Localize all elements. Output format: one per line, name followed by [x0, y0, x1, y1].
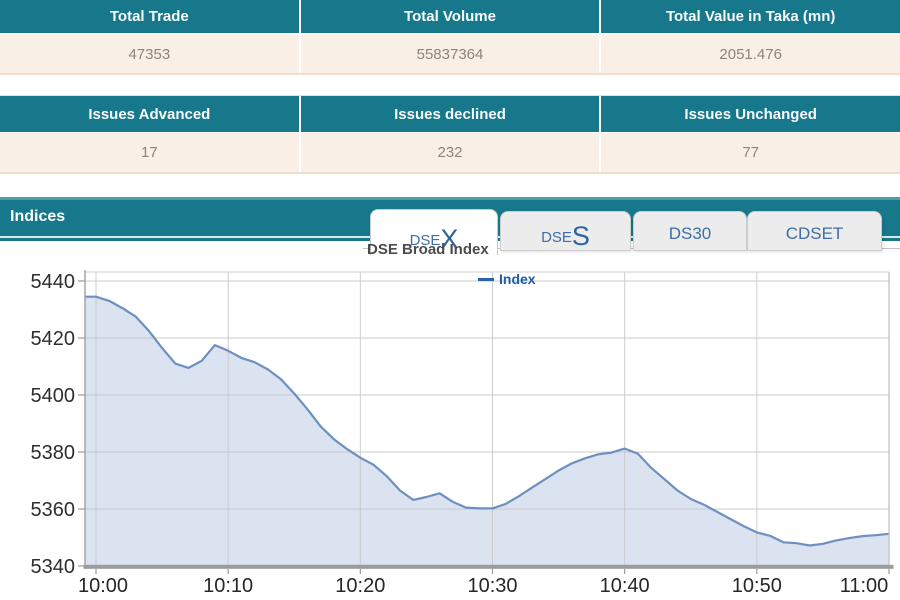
issues-advanced-value: 17	[0, 133, 301, 172]
area-series	[85, 296, 889, 566]
y-axis-tick-label: 5400	[31, 385, 76, 407]
legend-label: Index	[499, 271, 536, 287]
x-axis-tick-label: 11:00	[840, 575, 889, 597]
y-axis-tick-label: 5420	[31, 328, 76, 350]
x-axis-tick-label: 10:30	[467, 575, 517, 597]
summary-table-2-values: 17 232 77	[0, 133, 900, 174]
total-value-value: 2051.476	[719, 45, 782, 63]
tab-cdset[interactable]: CDSET	[747, 211, 882, 251]
tab-dsex-label-letter: X	[440, 224, 459, 255]
issues-unchanged-value: 77	[742, 144, 760, 161]
x-axis-tick-label: 10:50	[732, 575, 782, 597]
tab-dsex[interactable]: DSE X	[370, 209, 498, 255]
tab-dses[interactable]: DSE S	[500, 211, 631, 251]
chart-title: DSE Broad Index	[367, 241, 489, 258]
total-value-header: Total Value in Taka (mn)	[665, 8, 836, 25]
y-axis-tick-label: 5360	[31, 499, 76, 521]
x-axis-tick-label: 10:00	[78, 575, 128, 597]
issues-unchanged-header: Issues Unchanged	[684, 105, 817, 123]
issues-declined-header: Issues declined	[301, 96, 602, 132]
y-axis-tick-label: 5440	[31, 271, 76, 293]
summary-table-1-header: Total Trade Total Volume Total Value in …	[0, 0, 900, 33]
x-axis-tick-label: 10:40	[600, 575, 650, 597]
total-volume-header: Total Volume	[301, 0, 602, 33]
issues-advanced-header: Issues Advanced	[0, 96, 301, 132]
line-series	[85, 295, 890, 547]
total-volume-value: 55837364	[301, 35, 602, 73]
issues-declined-value: 232	[301, 133, 602, 172]
legend-line-marker-icon	[478, 277, 494, 281]
tab-dses-label-letter: S	[571, 221, 590, 252]
tab-dses-label-prefix: DSE	[541, 229, 572, 246]
tabs-underline	[363, 248, 900, 249]
plot-frame	[83, 270, 894, 569]
tab-dsex-label-prefix: DSE	[409, 232, 441, 249]
x-axis-tick-label: 10:10	[203, 575, 253, 597]
legend-index-item[interactable]: Index	[478, 271, 536, 287]
y-axis-tick-label: 5380	[31, 442, 76, 464]
tab-ds30[interactable]: DS30	[633, 211, 747, 251]
total-trade-value: 47353	[0, 35, 301, 73]
y-axis-tick-label: 5340	[31, 556, 76, 578]
tab-ds30-label: DS30	[668, 224, 712, 243]
summary-table-2-header: Issues Advanced Issues declined Issues U…	[0, 95, 900, 132]
line-series	[85, 295, 890, 547]
x-axis-tick-label: 10:20	[335, 575, 385, 597]
area-series-fill	[85, 296, 889, 566]
tab-cdset-label: CDSET	[785, 224, 844, 243]
indices-section-title: Indices	[10, 208, 66, 225]
summary-table-1-values: 47353 55837364 2051.476	[0, 35, 900, 75]
total-trade-header: Total Trade	[0, 0, 301, 33]
x-axis-labels: 10:00 10:10 10:20 10:30 10:40 10:50 11:00	[78, 569, 890, 597]
y-axis-labels: 5340 5360 5380 5400 5420 5440	[31, 271, 76, 578]
